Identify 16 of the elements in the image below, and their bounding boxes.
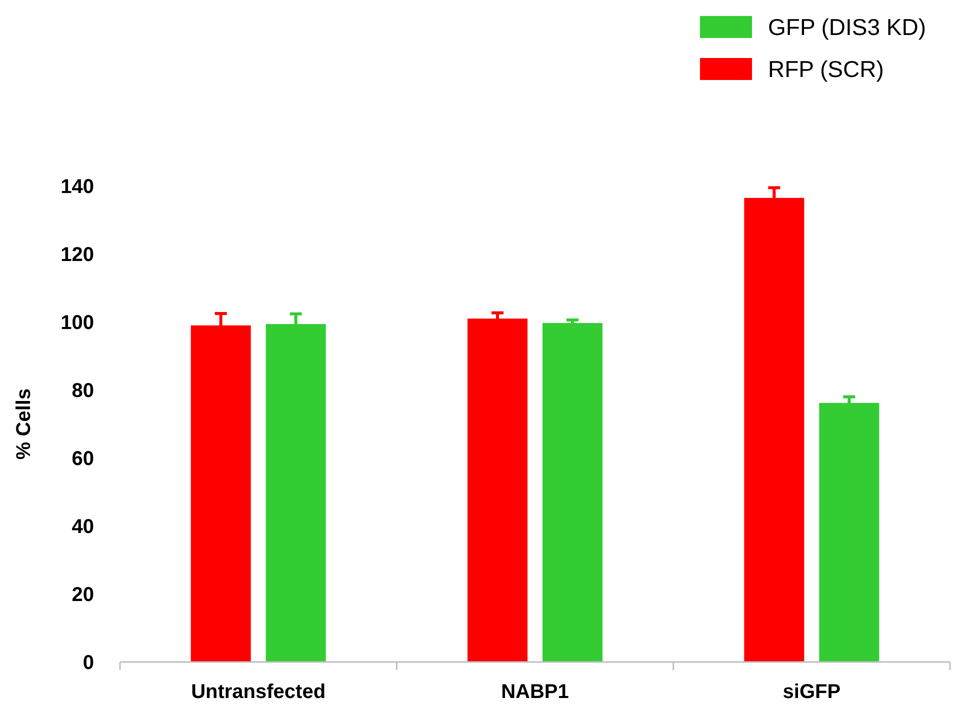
y-tick-label: 120 xyxy=(60,244,94,266)
y-tick-label: 100 xyxy=(60,312,94,334)
y-tick-label: 80 xyxy=(72,380,94,402)
bar xyxy=(468,318,528,662)
legend-label: RFP (SCR) xyxy=(768,56,884,82)
y-tick-label: 20 xyxy=(72,584,94,606)
bar xyxy=(819,402,880,662)
x-tick-label: siGFP xyxy=(782,681,841,703)
y-tick-label: 60 xyxy=(72,448,94,470)
y-tick-label: 0 xyxy=(82,652,94,674)
y-axis-title: % Cells xyxy=(13,388,35,460)
x-tick-label: NABP1 xyxy=(501,681,569,703)
y-tick-label: 140 xyxy=(60,176,94,198)
x-tick-label: Untransfected xyxy=(191,681,326,703)
y-tick-label: 40 xyxy=(72,516,94,538)
legend-label: GFP (DIS3 KD) xyxy=(768,14,926,40)
